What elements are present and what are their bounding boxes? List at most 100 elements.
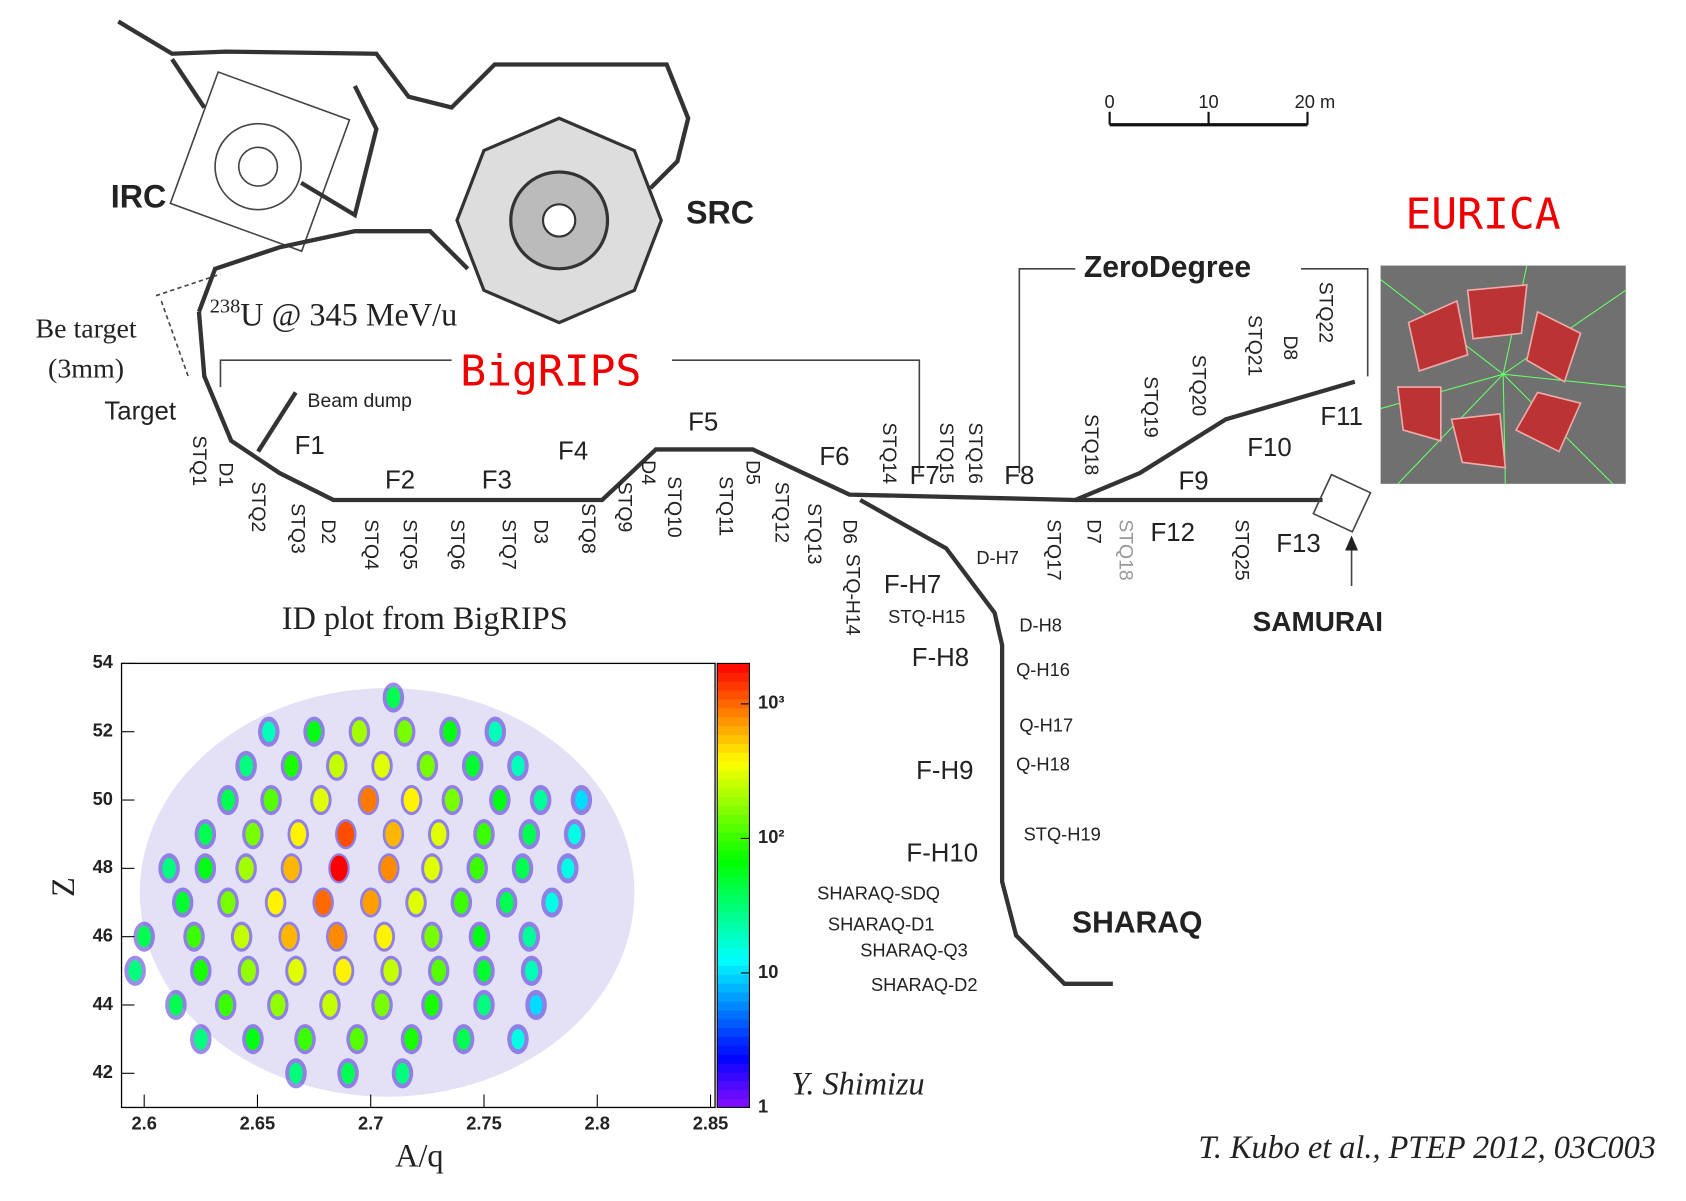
x-tick-label: 2.7 — [358, 1112, 383, 1133]
blob — [198, 824, 212, 845]
facility-label: EURICA — [1405, 190, 1560, 240]
focal-plane-label: F-H8 — [912, 644, 969, 672]
blob — [374, 754, 390, 778]
magnet-label: STQ15 — [935, 423, 957, 484]
magnet-label: STQ3 — [287, 503, 309, 554]
blob — [176, 892, 190, 914]
blob — [575, 790, 588, 810]
blob — [425, 994, 439, 1016]
blob — [218, 994, 233, 1016]
magnet-label: STQ19 — [1139, 376, 1161, 437]
y-tick-label: 52 — [93, 720, 113, 741]
blob — [396, 1063, 410, 1084]
blob — [568, 824, 581, 844]
blob — [472, 926, 486, 948]
focal-plane-label: F12 — [1151, 519, 1195, 547]
blob — [516, 858, 530, 879]
colorbar-step — [717, 743, 749, 752]
blob — [397, 720, 412, 743]
blob — [352, 720, 367, 743]
colorbar-step — [717, 1028, 749, 1037]
y-tick-label: 42 — [93, 1061, 113, 1082]
blob — [245, 823, 260, 846]
magnet-label: STQ5 — [399, 519, 421, 570]
blob — [336, 959, 352, 983]
colorbar-tick-label: 10² — [758, 826, 784, 847]
colorbar-step — [717, 1045, 749, 1054]
blob — [489, 721, 502, 742]
blob — [431, 960, 446, 983]
credit: Y. Shimizu — [791, 1065, 924, 1101]
blob — [511, 1029, 524, 1049]
facility-label: BigRIPS — [460, 347, 641, 397]
y-tick-label: 46 — [93, 924, 113, 945]
chart-title: ID plot from BigRIPS — [282, 600, 568, 636]
blob — [360, 788, 377, 813]
colorbar-step — [717, 672, 749, 681]
x-tick-label: 2.8 — [585, 1112, 610, 1133]
blob — [289, 1063, 303, 1084]
focal-plane-label: F13 — [1276, 530, 1320, 558]
x-tick-label: 2.65 — [240, 1112, 276, 1133]
blob — [187, 925, 202, 947]
colorbar-step — [717, 805, 749, 814]
magnet-label: D5 — [741, 460, 763, 485]
y-tick-label: 54 — [93, 651, 114, 672]
branch-label: D-H7 — [976, 547, 1019, 568]
magnet-label: STQ18 — [1080, 414, 1102, 475]
magnet-label: STQ4 — [360, 519, 382, 570]
blob — [376, 925, 392, 949]
magnet-label: STQ21 — [1244, 315, 1266, 376]
x-tick-label: 2.85 — [693, 1112, 729, 1133]
magnet-label: STQ20 — [1188, 355, 1210, 416]
blob — [284, 755, 298, 777]
colorbar-step — [717, 663, 749, 672]
blob — [493, 789, 507, 811]
colorbar-step — [717, 983, 749, 992]
colorbar-step — [717, 912, 749, 921]
colorbar-step — [717, 894, 749, 903]
blob — [404, 1028, 418, 1050]
blob — [363, 890, 379, 915]
blob — [329, 924, 345, 949]
blob — [337, 822, 354, 847]
blob — [385, 822, 401, 846]
blob — [350, 1028, 365, 1051]
colorbar-step — [717, 726, 749, 735]
magnet-label: STQ10 — [663, 476, 685, 537]
branch-label: SHARAQ-D2 — [871, 974, 978, 995]
x-axis-label: A/q — [395, 1137, 443, 1173]
target-note: Be target — [35, 314, 136, 345]
colorbar-step — [717, 1099, 749, 1108]
colorbar-step — [717, 1001, 749, 1010]
blob — [137, 926, 151, 947]
colorbar-step — [717, 1090, 749, 1099]
colorbar-step — [717, 877, 749, 886]
magnet-label: STQ-H14 — [841, 554, 863, 636]
blob — [239, 755, 253, 776]
blob — [283, 856, 299, 880]
blob — [322, 993, 337, 1016]
focal-plane-label: F-H9 — [916, 757, 973, 785]
blob — [404, 788, 420, 812]
colorbar-step — [717, 1063, 749, 1072]
blob — [443, 721, 457, 743]
magnet-label: STQ12 — [771, 482, 793, 543]
branch-label: Q-H18 — [1016, 753, 1070, 774]
magnet-label: D7 — [1082, 519, 1104, 544]
colorbar-step — [717, 814, 749, 823]
blob — [386, 687, 400, 708]
magnet-label: STQ18 — [1115, 519, 1137, 580]
blob — [454, 891, 469, 913]
blob — [341, 1063, 355, 1084]
magnet-label: D8 — [1279, 335, 1301, 360]
colorbar-step — [717, 956, 749, 965]
colorbar-step — [717, 1036, 749, 1045]
facility-label: SAMURAI — [1253, 606, 1383, 637]
facility-label: IRC — [111, 178, 167, 214]
blob — [262, 721, 275, 742]
blob — [445, 789, 460, 812]
blob — [477, 823, 492, 845]
colorbar-step — [717, 832, 749, 841]
focal-plane-label: F2 — [385, 467, 415, 495]
